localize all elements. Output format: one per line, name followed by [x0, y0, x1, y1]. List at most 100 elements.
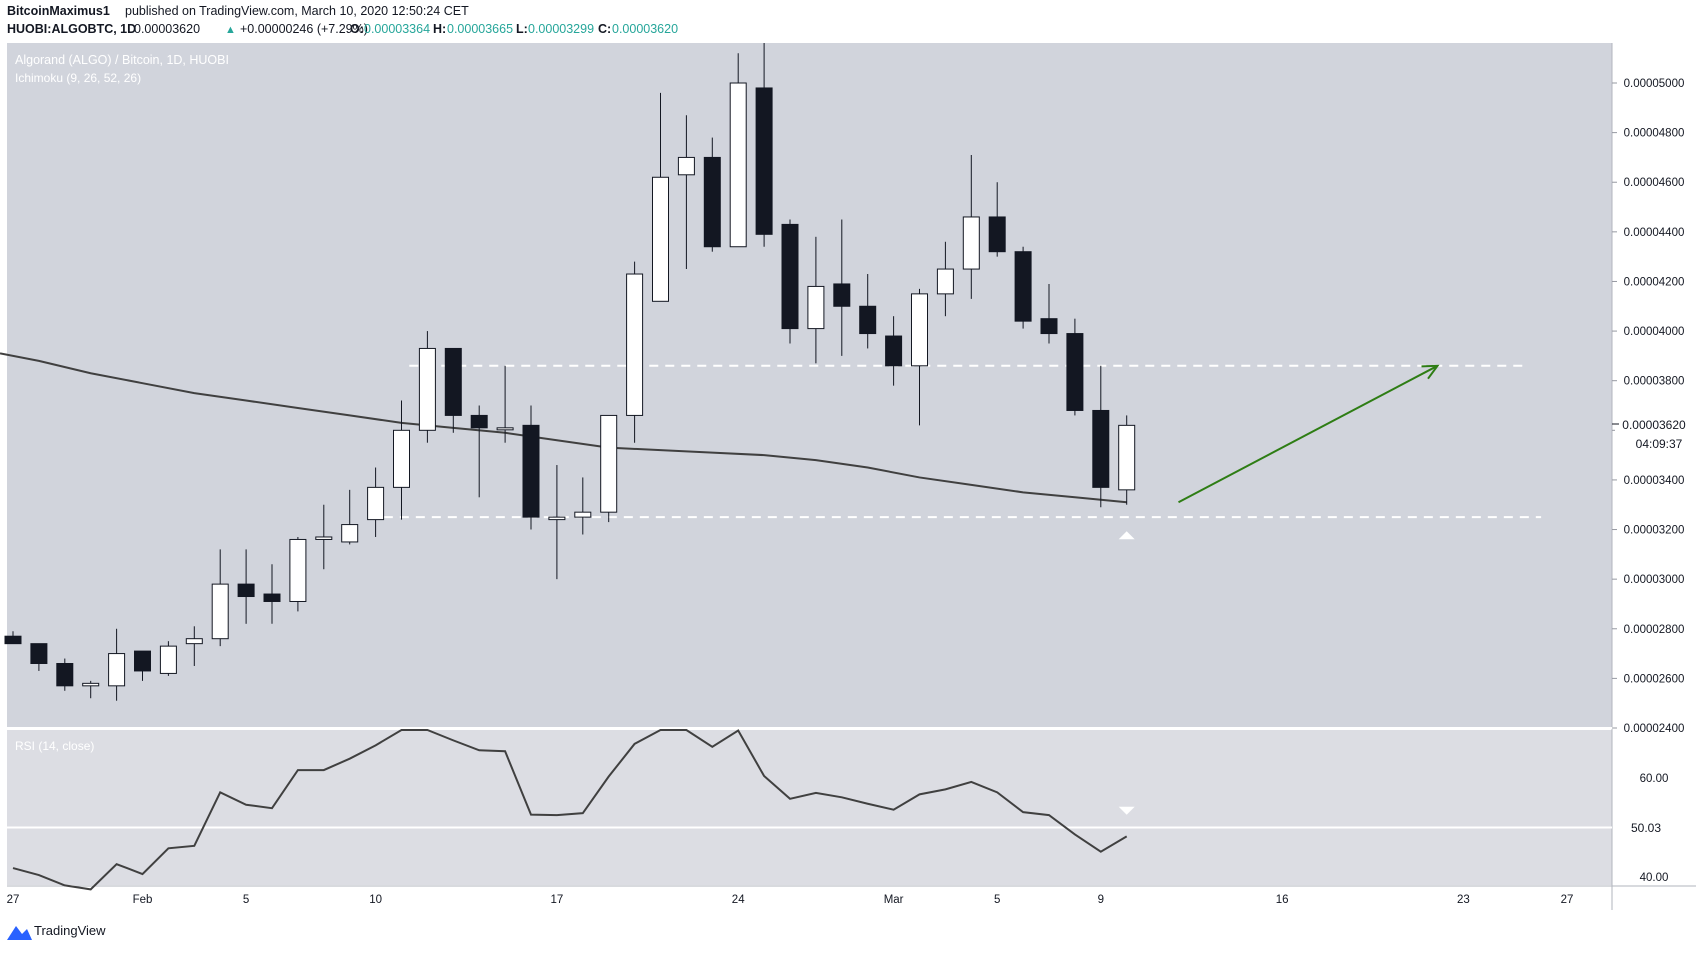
candle-body-down — [1066, 333, 1084, 411]
candle — [315, 504, 333, 570]
candle-body-up — [574, 511, 592, 518]
current-price-value: 0.00003620 — [1622, 418, 1686, 432]
close-value: 0.00003620 — [612, 22, 678, 36]
candle — [988, 182, 1006, 257]
time-tick-label: Mar — [884, 894, 904, 906]
candle-body-up — [108, 653, 126, 687]
candle — [4, 631, 22, 645]
candle-body-up — [1118, 424, 1136, 491]
candles — [4, 43, 1136, 701]
candle-body-down — [1014, 251, 1032, 322]
candle — [1092, 365, 1110, 508]
candle-body-down — [4, 635, 22, 645]
price-tick-label: 0.00002600 — [1624, 673, 1685, 685]
change-value: +0.00000246 (+7.29%) — [240, 22, 368, 36]
symbol-label: HUOBI:ALGOBTC, 1D — [7, 22, 136, 36]
price-tick-label: 0.00004400 — [1624, 227, 1685, 239]
candle-body-up — [367, 486, 385, 521]
candle — [237, 549, 255, 624]
candle-body-down — [56, 663, 74, 687]
candle — [522, 405, 540, 530]
candle-body-down — [703, 156, 721, 248]
footer-brand: TradingView — [34, 923, 106, 938]
header-author[interactable]: BitcoinMaximus1 — [7, 4, 110, 18]
candle — [703, 137, 721, 252]
rsi-pane[interactable] — [7, 730, 1612, 885]
time-tick-label: 27 — [1561, 894, 1574, 906]
candle — [548, 465, 566, 580]
candle — [393, 400, 410, 520]
candle — [418, 331, 436, 443]
candle — [885, 316, 903, 386]
candle-body-down — [470, 414, 488, 429]
arrow-head-icon — [1421, 364, 1440, 380]
candle — [159, 641, 177, 676]
candle — [833, 219, 851, 356]
rsi-value-badge: 50.03 — [1615, 818, 1677, 837]
bar-countdown: 04:09:37 — [1636, 437, 1683, 451]
price-tick-label: 0.00004200 — [1624, 276, 1685, 288]
candle — [496, 365, 514, 443]
header-published: published on TradingView.com, March 10, … — [125, 4, 469, 18]
price-tick-label: 0.00005000 — [1624, 78, 1685, 90]
candle-body-down — [134, 650, 151, 672]
candle — [1118, 415, 1136, 505]
candle-body-up — [729, 82, 747, 248]
candle — [1066, 318, 1084, 416]
price-tick-label: 0.00003200 — [1624, 525, 1685, 537]
candle-body-up — [936, 268, 954, 295]
candle-body-down — [833, 283, 851, 307]
rsi-tick-label: 40.00 — [1640, 872, 1669, 884]
price-tick-label: 0.00002800 — [1624, 624, 1685, 636]
candle-body-up — [82, 682, 100, 687]
last-price: 0.00003620 — [134, 22, 200, 36]
change-up-icon: ▲ — [225, 24, 236, 36]
candle — [444, 347, 462, 433]
candle — [185, 626, 203, 666]
candle-body-down — [859, 305, 877, 335]
high-label: H: — [433, 22, 446, 36]
rsi-line — [12, 729, 1128, 891]
price-pane[interactable] — [7, 43, 1612, 727]
time-tick-label: 27 — [7, 894, 20, 906]
arrow-line — [1178, 364, 1438, 504]
high-value: 0.00003665 — [447, 22, 513, 36]
candle — [108, 628, 126, 701]
candle-body-down — [522, 424, 540, 518]
candle-body-down — [444, 347, 462, 416]
candle — [211, 549, 229, 647]
candle-body-up — [677, 156, 695, 176]
rsi-legend[interactable]: RSI (14, close) — [15, 739, 94, 753]
candle — [574, 477, 592, 535]
candle — [1040, 283, 1058, 344]
candle — [652, 92, 669, 302]
candle-body-up — [159, 645, 177, 674]
candle-body-up — [341, 524, 359, 543]
rsi-indicator: 40.00 60.00 — [7, 729, 1669, 891]
candle-body-down — [237, 583, 255, 598]
time-tick-label: 24 — [732, 894, 745, 906]
candle-body-down — [781, 223, 799, 330]
candle-body-down — [755, 87, 773, 235]
candle — [859, 274, 877, 349]
ichimoku-legend[interactable]: Ichimoku (9, 26, 52, 26) — [15, 71, 141, 85]
candle-body-down — [263, 593, 281, 602]
candle — [56, 658, 74, 691]
candle — [755, 43, 773, 247]
candle-body-up — [185, 638, 203, 645]
time-tick-label: 10 — [369, 894, 382, 906]
time-axis[interactable]: 27 Feb 5 10 17 24 Mar 5 9 16 23 27 — [7, 894, 1574, 906]
buy-signal-marker-icon — [1118, 531, 1135, 540]
candle-body-up — [962, 216, 980, 270]
rsi-signal-marker-icon — [1118, 806, 1135, 815]
tradingview-logo[interactable]: TradingView — [7, 923, 106, 940]
price-tick-label: 0.00003000 — [1624, 574, 1685, 586]
close-label: C: — [598, 22, 611, 36]
candle-body-up — [600, 414, 618, 513]
chart-title-legend[interactable]: Algorand (ALGO) / Bitcoin, 1D, HUOBI — [15, 53, 229, 67]
price-axis[interactable]: 0.00002400 0.00002600 0.00002800 0.00003000… — [1612, 78, 1684, 735]
rsi-tick-label: 60.00 — [1640, 773, 1669, 785]
time-tick-label: 5 — [994, 894, 1000, 906]
time-tick-label: 23 — [1457, 894, 1470, 906]
